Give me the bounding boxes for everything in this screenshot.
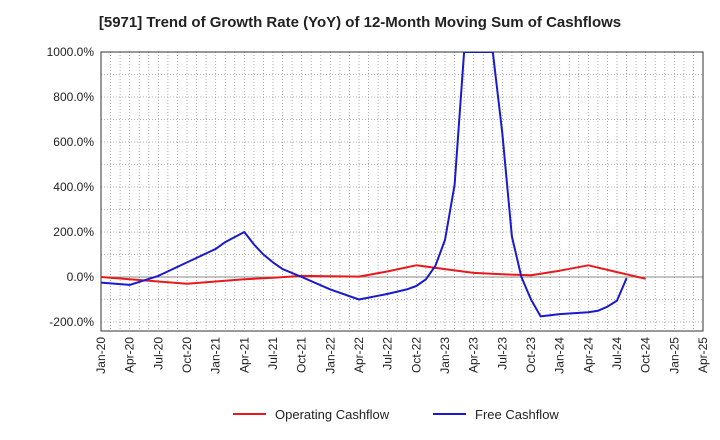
x-tick-label: Jul-22: [381, 337, 395, 370]
x-tick-label: Apr-20: [123, 337, 137, 373]
x-tick-label: Apr-22: [352, 337, 366, 373]
x-tick-label: Oct-24: [639, 337, 653, 373]
x-tick-label: Jan-23: [438, 337, 452, 374]
y-tick-label: 1000.0%: [47, 45, 95, 59]
free-cashflow-line: [101, 52, 628, 318]
x-tick-label: Jul-24: [610, 337, 624, 370]
x-tick-label: Apr-23: [467, 337, 481, 373]
operating-cashflow-line: [101, 264, 646, 285]
y-tick-label: 400.0%: [53, 180, 94, 194]
x-tick-label: Apr-25: [696, 337, 710, 373]
chart-title: [5971] Trend of Growth Rate (YoY) of 12-…: [98, 14, 622, 31]
x-tick-label: Apr-21: [237, 337, 251, 373]
y-tick-label: 0.0%: [67, 270, 95, 284]
x-tick-label: Oct-22: [409, 337, 423, 373]
x-tick-label: Jul-21: [266, 337, 280, 370]
x-tick-label: Oct-20: [180, 337, 194, 373]
x-tick-label: Jan-24: [553, 337, 567, 374]
plot-border: [100, 51, 704, 332]
y-tick-label: -200.0%: [49, 315, 94, 329]
legend-label: Operating Cashflow: [275, 407, 390, 422]
legend-label: Free Cashflow: [475, 407, 559, 422]
x-tick-label: Apr-24: [581, 337, 595, 373]
x-tick-label: Oct-23: [524, 337, 538, 373]
x-tick-label: Oct-21: [295, 337, 309, 373]
y-tick-label: 600.0%: [53, 135, 94, 149]
plot-area: [101, 52, 703, 331]
x-tick-label: Jan-20: [94, 337, 108, 374]
x-tick-label: Jul-23: [495, 337, 509, 370]
x-tick-label: Jul-20: [151, 337, 165, 370]
x-tick-label: Jan-21: [209, 337, 223, 374]
x-tick-label: Jan-22: [323, 337, 337, 374]
y-tick-label: 200.0%: [53, 225, 94, 239]
y-tick-label: 800.0%: [53, 90, 94, 104]
x-tick-label: Jan-25: [667, 337, 681, 374]
